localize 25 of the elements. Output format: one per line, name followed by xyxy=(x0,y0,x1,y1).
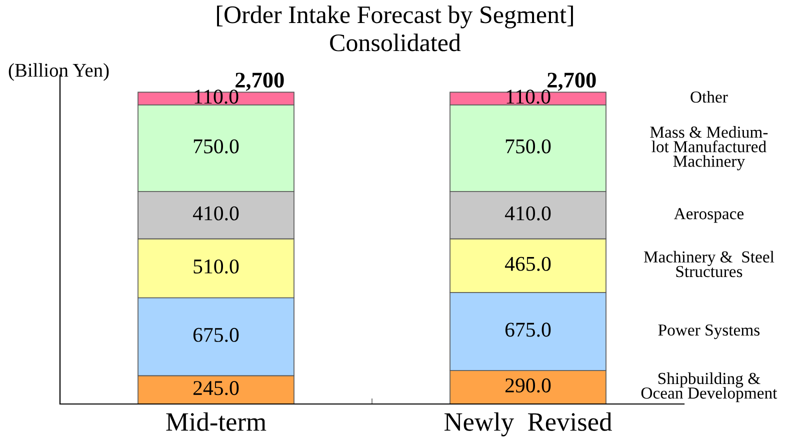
total-label: 2,700 xyxy=(548,72,596,91)
data-label: 465.0 xyxy=(504,256,551,271)
data-label: 675.0 xyxy=(193,328,239,342)
chart-subtitle: Consolidated xyxy=(330,34,461,52)
data-label: 510.0 xyxy=(194,259,239,274)
text: Machinery & Steel Structures xyxy=(644,250,774,278)
data-label: 110.0 xyxy=(194,90,238,104)
data-label: 290.0 xyxy=(505,378,551,393)
x-tick-label: Newly Revised xyxy=(444,412,612,436)
data-label: 750.0 xyxy=(194,139,239,154)
data-label: 410.0 xyxy=(504,206,551,220)
text: Shipbuilding & Ocean Development xyxy=(641,372,778,402)
data-label: 245.0 xyxy=(193,381,239,396)
text: Power Systems xyxy=(658,324,760,340)
total-label: 2,700 xyxy=(236,72,284,91)
text: Aerospace xyxy=(674,208,744,223)
x-tick-label: Mid-term xyxy=(166,412,266,431)
chart-title: [Order Intake Forecast by Segment] xyxy=(217,6,573,28)
y-axis-title: (Billion Yen) xyxy=(8,63,109,81)
data-label: 675.0 xyxy=(505,322,551,337)
data-label: 410.0 xyxy=(192,206,239,220)
data-label: 110.0 xyxy=(506,90,550,104)
text: Other xyxy=(690,90,728,103)
text: Mass & Medium- lot Manufactured Machinery xyxy=(650,126,768,170)
data-label: 750.0 xyxy=(506,139,551,154)
